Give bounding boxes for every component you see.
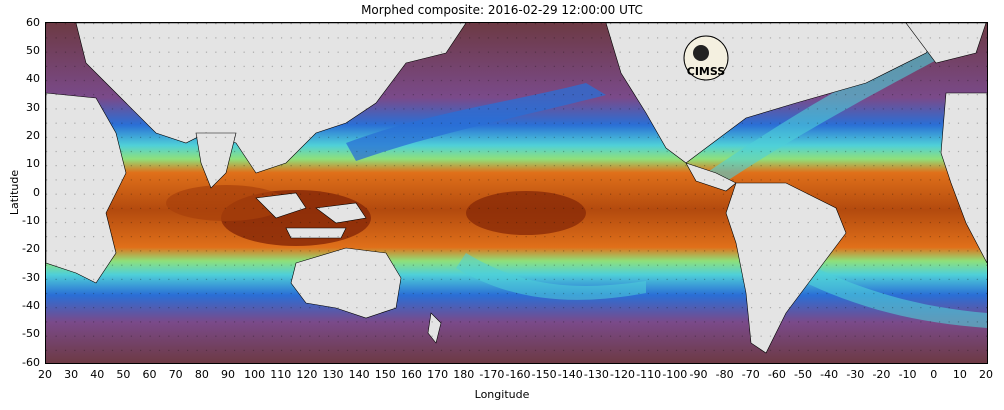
y-tick-label: 20 [26, 129, 40, 142]
x-tick-label: -160 [505, 368, 531, 381]
y-tick-label: -20 [22, 242, 40, 255]
x-tick-label: 50 [116, 368, 131, 381]
y-tick-label: 30 [26, 101, 40, 114]
y-tick-label: 40 [26, 72, 40, 85]
x-tick-label: 60 [142, 368, 157, 381]
x-tick-label: -120 [610, 368, 636, 381]
x-tick-label: -30 [846, 368, 865, 381]
map-canvas: CIMSS [46, 23, 987, 363]
x-tick-label: -60 [767, 368, 786, 381]
map-title: Morphed composite: 2016-02-29 12:00:00 U… [361, 3, 643, 17]
x-tick-label: 30 [64, 368, 79, 381]
x-tick-label: 40 [90, 368, 105, 381]
x-tick-label: -50 [794, 368, 812, 381]
x-tick-label: -150 [531, 368, 557, 381]
cimss-logo: CIMSS [683, 35, 729, 81]
x-tick-label: -170 [479, 368, 505, 381]
x-tick-label: 150 [374, 368, 396, 381]
x-tick-label: 10 [952, 368, 967, 381]
precipitable-water-map: CIMSS [45, 22, 988, 364]
x-tick-label: -140 [557, 368, 583, 381]
x-tick-label: -110 [636, 368, 662, 381]
y-tick-label: 50 [26, 44, 40, 57]
y-tick-label: -50 [22, 327, 40, 340]
x-tick-label: 110 [270, 368, 292, 381]
y-tick-label: -30 [22, 271, 40, 284]
x-tick-label: 20 [38, 368, 52, 381]
x-tick-label: 80 [194, 368, 209, 381]
x-tick-label: -90 [689, 368, 708, 381]
x-tick-label: -80 [715, 368, 734, 381]
graticule-dots [46, 23, 987, 363]
x-tick-label: -130 [583, 368, 609, 381]
x-tick-label: 120 [296, 368, 318, 381]
x-tick-label: 140 [348, 368, 370, 381]
x-tick-label: -20 [872, 368, 891, 381]
x-tick-label: -10 [898, 368, 917, 381]
x-tick-label: 20 [979, 368, 993, 381]
x-tick-label: 90 [220, 368, 235, 381]
x-tick-label: 100 [244, 368, 266, 381]
y-tick-label: 10 [26, 157, 40, 170]
x-tick-label: -100 [662, 368, 688, 381]
x-tick-label: -70 [741, 368, 760, 381]
x-tick-label: 170 [427, 368, 449, 381]
x-axis-label: Longitude [474, 388, 530, 401]
x-tick-label: 70 [168, 368, 183, 381]
y-tick-label: -10 [22, 214, 40, 227]
y-tick-label: -40 [22, 299, 40, 312]
x-tick-label: 0 [930, 368, 938, 381]
y-tick-label: -60 [22, 356, 40, 369]
x-tick-label: 160 [400, 368, 422, 381]
y-axis-label: Latitude [8, 169, 22, 216]
x-tick-label: -40 [820, 368, 839, 381]
y-tick-label: 0 [33, 186, 40, 199]
x-tick-label: 130 [322, 368, 344, 381]
x-tick-label: 180 [453, 368, 475, 381]
logo-text: CIMSS [687, 65, 726, 78]
y-tick-label: 60 [26, 16, 40, 29]
